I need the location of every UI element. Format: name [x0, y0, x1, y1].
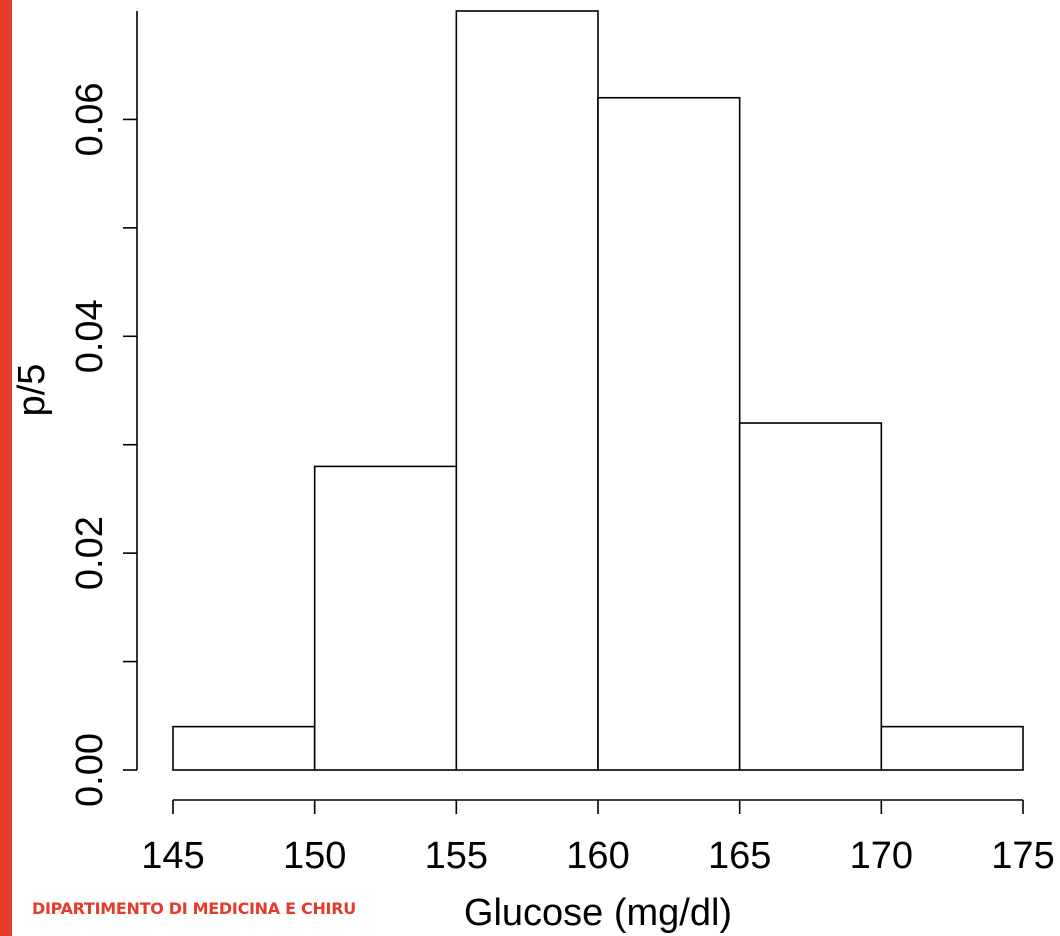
- x-tick-label: 145: [141, 835, 204, 877]
- x-tick-label: 160: [566, 835, 629, 877]
- x-tick-label: 175: [991, 835, 1054, 877]
- x-axis-title: Glucose (mg/dl): [464, 892, 732, 934]
- department-footer-text: DIPARTIMENTO DI MEDICINA E CHIRU: [32, 899, 356, 918]
- y-axis: 0.00 0.02 0.04 0.06: [69, 11, 138, 807]
- y-tick-label: 0.02: [69, 516, 111, 590]
- histogram-bars: [172, 10, 1024, 771]
- y-axis-title: p/5: [11, 364, 53, 417]
- y-tick-label: 0.00: [69, 733, 111, 807]
- histogram-bar: [455, 10, 599, 771]
- histogram-bar: [880, 725, 1024, 771]
- x-axis: 145 150 155 160 165 170 175: [141, 799, 1055, 877]
- y-tick-label: 0.04: [69, 299, 111, 373]
- histogram-bar: [597, 96, 741, 771]
- y-tick-label: 0.06: [69, 82, 111, 156]
- histogram-bar: [172, 725, 316, 771]
- histogram-bar: [313, 465, 458, 771]
- histogram-bar: [738, 422, 883, 771]
- x-tick-label: 155: [425, 835, 488, 877]
- x-tick-label: 165: [708, 835, 771, 877]
- brand-accent-bar: [0, 0, 12, 936]
- x-tick-label: 150: [283, 835, 346, 877]
- x-tick-label: 170: [850, 835, 913, 877]
